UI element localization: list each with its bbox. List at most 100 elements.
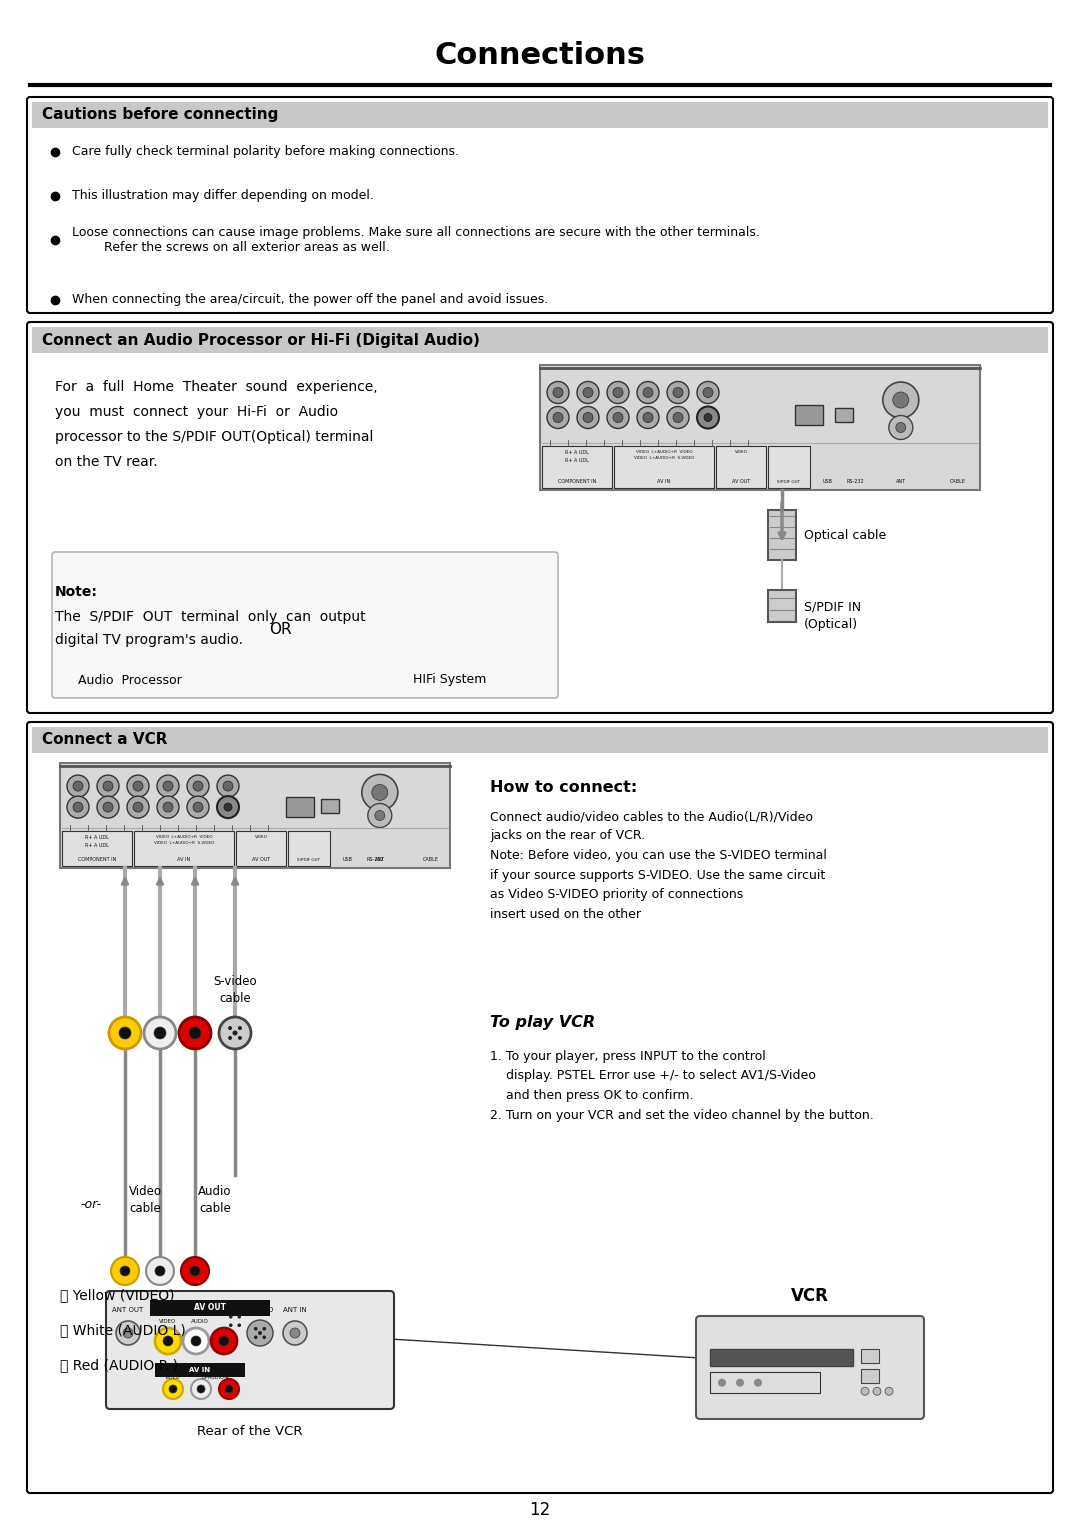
Bar [768,446,810,489]
Bar [156,1364,245,1377]
Circle shape [577,406,599,429]
Circle shape [667,382,689,403]
Circle shape [97,796,119,818]
Text: Loose connections can cause image problems. Make sure all connections are secure: Loose connections can cause image proble… [72,226,760,253]
Circle shape [225,1385,233,1393]
Text: VIDEO: VIDEO [160,1319,177,1324]
Circle shape [254,1327,257,1330]
Bar [716,446,766,489]
Circle shape [73,782,83,791]
Text: ANT OUT: ANT OUT [112,1307,144,1313]
Circle shape [157,776,179,797]
Text: Connections: Connections [434,41,646,70]
Circle shape [577,382,599,403]
Text: Y: Y [122,1266,129,1275]
Text: AV IN: AV IN [189,1367,211,1373]
Circle shape [109,1017,141,1049]
Text: R: R [192,1266,199,1275]
Circle shape [893,392,908,408]
Circle shape [127,796,149,818]
Circle shape [123,1328,133,1338]
Circle shape [643,388,653,397]
Circle shape [283,1321,307,1345]
Circle shape [73,802,83,812]
Text: Y: Y [121,1028,129,1038]
Circle shape [372,785,388,800]
Bar [237,831,286,866]
Circle shape [187,796,210,818]
Text: S/PDIF OUT: S/PDIF OUT [297,858,321,863]
Bar [288,831,330,866]
Circle shape [667,406,689,429]
Bar [150,1299,270,1316]
Text: -or-: -or- [80,1199,102,1211]
Text: R+ A UDL: R+ A UDL [85,843,109,849]
Text: AUDIO: AUDIO [191,1319,208,1324]
Text: VIDEO  L+AUDIO+R  VIDEO: VIDEO L+AUDIO+R VIDEO [156,835,213,840]
FancyBboxPatch shape [106,1290,394,1409]
Circle shape [67,796,89,818]
Bar [768,510,796,560]
Bar [710,1373,820,1393]
Circle shape [103,782,113,791]
Bar [835,408,853,421]
Text: ANT: ANT [895,479,906,484]
Circle shape [156,1328,181,1354]
Bar [795,405,823,425]
Circle shape [219,1336,229,1345]
Circle shape [183,1328,210,1354]
Circle shape [553,388,563,397]
Text: R+ A UDL: R+ A UDL [85,835,109,840]
Circle shape [163,1379,183,1399]
Circle shape [191,1379,211,1399]
Bar [62,831,132,866]
Circle shape [247,1319,273,1345]
Text: ⓨ Yellow (VIDEO): ⓨ Yellow (VIDEO) [60,1287,175,1303]
Circle shape [673,388,683,397]
Circle shape [197,1385,205,1393]
Text: CABLE: CABLE [422,857,438,863]
Circle shape [181,1257,210,1286]
Circle shape [163,1336,173,1345]
Circle shape [889,415,913,440]
Circle shape [613,388,623,397]
Circle shape [154,1028,166,1038]
FancyBboxPatch shape [27,322,1053,713]
Circle shape [735,1379,744,1387]
Text: Connect audio/video cables to the Audio(L/R)/Video
jacks on the rear of VCR.
Not: Connect audio/video cables to the Audio(… [490,809,827,921]
Text: VIDEO: VIDEO [165,1374,180,1380]
Circle shape [133,802,143,812]
Circle shape [637,406,659,429]
Circle shape [190,1266,200,1277]
Text: RS-232: RS-232 [847,479,864,484]
Text: ⓡ Red (AUDIO R ): ⓡ Red (AUDIO R ) [60,1358,178,1371]
Circle shape [546,382,569,403]
Circle shape [362,774,397,811]
Circle shape [116,1321,140,1345]
Circle shape [219,1017,251,1049]
Circle shape [607,382,629,403]
Text: VIDEO: VIDEO [255,835,268,840]
Circle shape [144,1017,176,1049]
Circle shape [238,1026,242,1031]
Text: USB: USB [343,857,353,863]
FancyBboxPatch shape [27,98,1053,313]
Circle shape [221,1307,249,1335]
Circle shape [861,1387,869,1396]
Bar [32,327,1048,353]
Text: CABLE: CABLE [950,479,966,484]
Circle shape [637,382,659,403]
Circle shape [546,406,569,429]
Text: AV IN: AV IN [177,857,191,863]
Text: R: R [191,1028,199,1038]
Text: Cautions before connecting: Cautions before connecting [42,107,279,122]
FancyBboxPatch shape [696,1316,924,1419]
Text: 1. To your player, press INPUT to the control
    display. PSTEL Error use +/- t: 1. To your player, press INPUT to the co… [490,1051,874,1121]
Circle shape [375,811,384,820]
Text: Care fully check terminal polarity before making connections.: Care fully check terminal polarity befor… [72,145,459,159]
Text: VIDEO  L+AUDIO+R  S-VIDEO: VIDEO L+AUDIO+R S-VIDEO [153,841,214,846]
Circle shape [222,782,233,791]
Text: When connecting the area/circuit, the power off the panel and avoid issues.: When connecting the area/circuit, the po… [72,293,549,307]
Circle shape [146,1257,174,1286]
Text: Connect a VCR: Connect a VCR [42,733,167,748]
